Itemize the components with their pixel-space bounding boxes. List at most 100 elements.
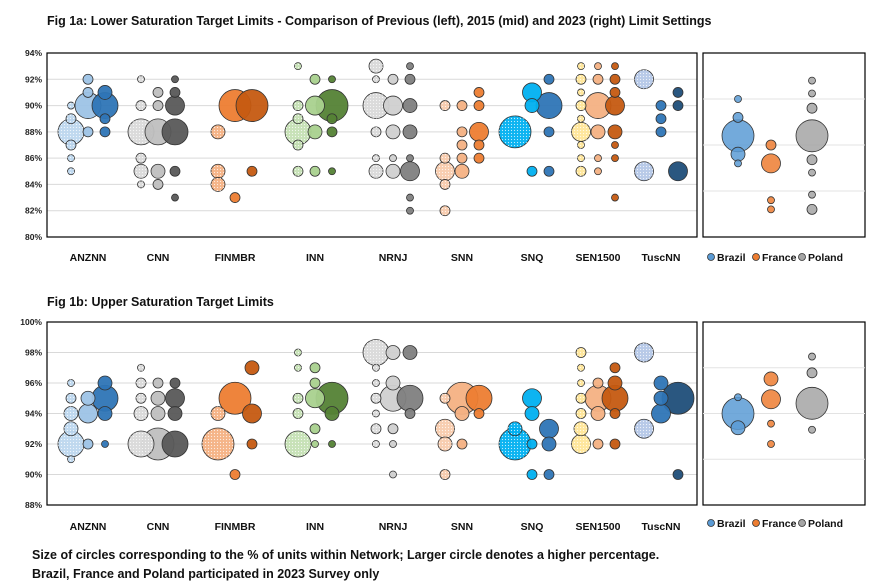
bubble (672, 100, 684, 111)
side-bubble (795, 386, 829, 420)
bubble (543, 126, 555, 138)
bubble-pattern (363, 92, 389, 119)
side-bubble (765, 139, 777, 151)
bubble-pattern (211, 177, 225, 192)
side-bubble (730, 146, 746, 162)
bubble (611, 193, 619, 202)
bubble (326, 113, 338, 125)
bubble-pattern (499, 115, 531, 148)
y-tick-label: 80% (25, 232, 42, 242)
y-tick-label: 90% (25, 470, 42, 480)
bubble (326, 126, 338, 138)
bubble (169, 377, 181, 389)
bubble (165, 388, 185, 409)
bubble-pattern (440, 205, 450, 216)
bubble (609, 408, 621, 419)
bubble (406, 62, 414, 71)
bubble-pattern (634, 419, 654, 439)
bubble (229, 192, 241, 203)
bubble (526, 165, 538, 177)
legend-label: Poland (808, 252, 843, 264)
bubble (235, 89, 269, 122)
side-bubble (806, 367, 818, 379)
legend-marker (752, 519, 760, 527)
bubble-pattern (136, 100, 146, 111)
bubble (473, 100, 485, 111)
bubble-pattern (293, 166, 303, 177)
bubble (524, 98, 540, 113)
bubble (609, 362, 621, 374)
bubble (389, 154, 397, 163)
bubble (246, 165, 258, 177)
bubble (590, 124, 606, 140)
bubble-pattern (577, 141, 585, 149)
bubble (387, 73, 399, 85)
bubble-pattern (440, 100, 450, 111)
bubble (607, 124, 623, 140)
bubble (456, 126, 468, 138)
bubble-pattern (372, 410, 380, 417)
bubble-pattern (67, 154, 75, 162)
bubble (152, 87, 164, 98)
bubble (165, 95, 185, 116)
bubble-pattern (372, 379, 380, 387)
bubble-pattern (435, 419, 455, 439)
side-bubble (734, 159, 742, 168)
bubble (169, 87, 181, 98)
bubble-pattern (576, 100, 586, 111)
bubble-pattern (136, 393, 146, 404)
bubble (307, 124, 323, 140)
bubble (592, 73, 604, 85)
side-bubble (734, 95, 742, 103)
bubble (592, 377, 604, 389)
side-bubble (732, 112, 744, 123)
bubble-pattern (499, 428, 531, 460)
bubble-pattern (372, 364, 380, 372)
side-bubble (806, 203, 818, 215)
bubble-pattern (634, 161, 654, 181)
bubble-pattern (128, 431, 154, 457)
bubble (473, 152, 485, 164)
bubble (406, 193, 414, 202)
bubble-pattern (372, 154, 380, 162)
bubble (609, 87, 621, 98)
bubble-pattern (285, 431, 311, 457)
bubble-pattern (440, 179, 450, 190)
bubble (97, 406, 113, 421)
plot-frame (46, 52, 698, 238)
bubble (526, 469, 538, 480)
legend-marker (707, 253, 715, 261)
bubble-pattern (571, 434, 591, 454)
bubble (522, 388, 542, 409)
bubble (171, 75, 179, 84)
bubble-pattern (294, 62, 302, 70)
bubble (456, 100, 468, 111)
category-label: FINMBR (215, 521, 256, 533)
bubble (406, 206, 414, 215)
y-tick-label: 94% (25, 409, 42, 419)
bubble (389, 470, 397, 479)
bubble-pattern (440, 153, 450, 164)
category-label: SNQ (521, 252, 544, 264)
side-bubble (730, 420, 746, 436)
bubble (609, 438, 621, 450)
y-tick-label: 90% (25, 101, 42, 111)
fig1a-title: Fig 1a: Lower Saturation Target Limits -… (47, 14, 712, 28)
bubble-pattern (576, 74, 586, 85)
bubble (82, 87, 94, 98)
bubble (594, 62, 602, 71)
bubble-pattern (66, 113, 76, 124)
bubble-pattern (577, 154, 585, 162)
y-tick-label: 88% (25, 127, 42, 137)
bubble (78, 403, 98, 424)
side-bubble (806, 102, 818, 114)
bubble-pattern (577, 364, 585, 372)
bubble (150, 390, 166, 406)
y-tick-label: 86% (25, 153, 42, 163)
bubble (101, 440, 109, 448)
bubble (543, 73, 555, 85)
bubble-pattern (137, 364, 145, 372)
bubble (385, 124, 401, 140)
bubble-pattern (372, 440, 380, 448)
